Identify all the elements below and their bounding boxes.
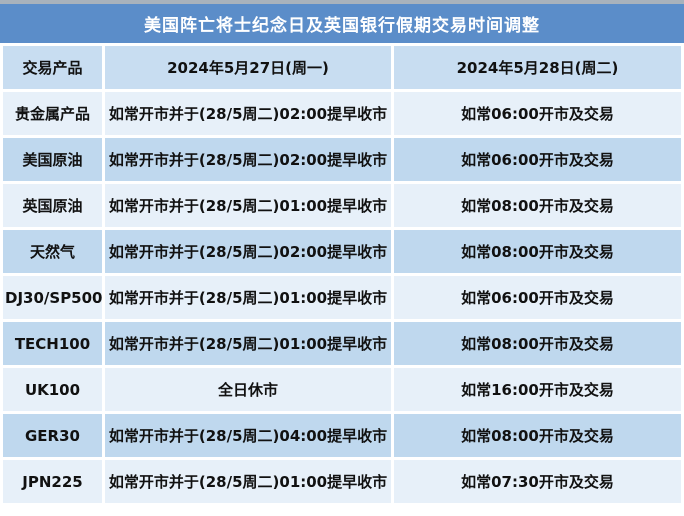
top-strip-decoration [0, 0, 684, 4]
product-cell: 英国原油 [3, 184, 102, 227]
product-cell: DJ30/SP500 [3, 276, 102, 319]
tuesday-schedule-cell: 如常08:00开市及交易 [394, 414, 681, 457]
tuesday-schedule-cell: 如常06:00开市及交易 [394, 138, 681, 181]
monday-schedule-cell: 如常开市并于(28/5周二)01:00提早收市 [105, 184, 391, 227]
monday-schedule-cell: 如常开市并于(28/5周二)02:00提早收市 [105, 230, 391, 273]
tuesday-schedule-cell: 如常06:00开市及交易 [394, 276, 681, 319]
header-date-monday: 2024年5月27日(周一) [105, 46, 391, 89]
table-row: JPN225 如常开市并于(28/5周二)01:00提早收市 如常07:30开市… [3, 460, 681, 503]
product-cell: 贵金属产品 [3, 92, 102, 135]
header-row: 交易产品 2024年5月27日(周一) 2024年5月28日(周二) [3, 46, 681, 89]
product-cell: 美国原油 [3, 138, 102, 181]
page-title: 美国阵亡将士纪念日及英国银行假期交易时间调整 [144, 16, 540, 36]
tuesday-schedule-cell: 如常06:00开市及交易 [394, 92, 681, 135]
monday-schedule-cell: 全日休市 [105, 368, 391, 411]
product-cell: GER30 [3, 414, 102, 457]
product-cell: UK100 [3, 368, 102, 411]
tuesday-schedule-cell: 如常08:00开市及交易 [394, 322, 681, 365]
table-row: 美国原油 如常开市并于(28/5周二)02:00提早收市 如常06:00开市及交… [3, 138, 681, 181]
table-row: GER30 如常开市并于(28/5周二)04:00提早收市 如常08:00开市及… [3, 414, 681, 457]
product-cell: TECH100 [3, 322, 102, 365]
monday-schedule-cell: 如常开市并于(28/5周二)01:00提早收市 [105, 460, 391, 503]
table-row: TECH100 如常开市并于(28/5周二)01:00提早收市 如常08:00开… [3, 322, 681, 365]
tuesday-schedule-cell: 如常08:00开市及交易 [394, 230, 681, 273]
table-row: DJ30/SP500 如常开市并于(28/5周二)01:00提早收市 如常06:… [3, 276, 681, 319]
monday-schedule-cell: 如常开市并于(28/5周二)01:00提早收市 [105, 322, 391, 365]
table-row: 天然气 如常开市并于(28/5周二)02:00提早收市 如常08:00开市及交易 [3, 230, 681, 273]
trading-schedule-table: 交易产品 2024年5月27日(周一) 2024年5月28日(周二) 贵金属产品… [0, 43, 684, 506]
monday-schedule-cell: 如常开市并于(28/5周二)04:00提早收市 [105, 414, 391, 457]
product-cell: JPN225 [3, 460, 102, 503]
header-date-tuesday: 2024年5月28日(周二) [394, 46, 681, 89]
header-product: 交易产品 [3, 46, 102, 89]
tuesday-schedule-cell: 如常07:30开市及交易 [394, 460, 681, 503]
monday-schedule-cell: 如常开市并于(28/5周二)01:00提早收市 [105, 276, 391, 319]
tuesday-schedule-cell: 如常16:00开市及交易 [394, 368, 681, 411]
table-row: 英国原油 如常开市并于(28/5周二)01:00提早收市 如常08:00开市及交… [3, 184, 681, 227]
monday-schedule-cell: 如常开市并于(28/5周二)02:00提早收市 [105, 92, 391, 135]
table-row: 贵金属产品 如常开市并于(28/5周二)02:00提早收市 如常06:00开市及… [3, 92, 681, 135]
monday-schedule-cell: 如常开市并于(28/5周二)02:00提早收市 [105, 138, 391, 181]
table-row: UK100 全日休市 如常16:00开市及交易 [3, 368, 681, 411]
title-bar: 美国阵亡将士纪念日及英国银行假期交易时间调整 [0, 4, 684, 43]
product-cell: 天然气 [3, 230, 102, 273]
tuesday-schedule-cell: 如常08:00开市及交易 [394, 184, 681, 227]
